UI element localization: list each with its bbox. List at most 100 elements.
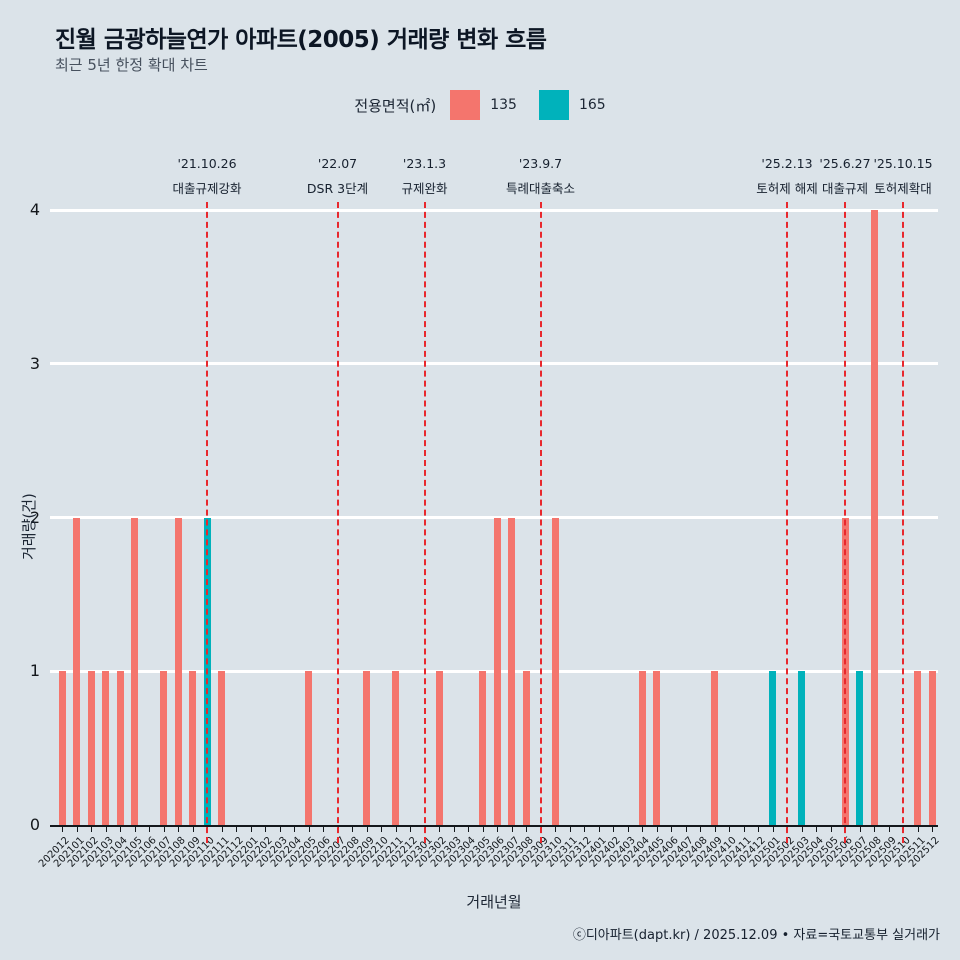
legend-title: 전용면적(㎡) (354, 96, 437, 115)
event-line-202510 (902, 202, 904, 843)
x-tick-202307 (511, 827, 513, 832)
x-tick-202208 (352, 827, 353, 832)
x-tick-202409 (714, 827, 716, 832)
bar-135-202107 (160, 671, 167, 825)
x-tick-202109 (192, 827, 194, 832)
bar-135-202307 (508, 517, 515, 825)
x-tick-202206 (323, 827, 324, 832)
bar-135-202511 (914, 671, 921, 825)
x-tick-202504 (816, 827, 817, 832)
event-date-202506: '25.6.27 (819, 156, 871, 171)
bar-135-202512 (928, 671, 936, 825)
x-tick-202202 (265, 827, 266, 832)
x-tick-202302 (439, 827, 440, 832)
bar-135-202405 (653, 671, 660, 825)
x-tick-202503 (801, 827, 803, 832)
event-date-202510: '25.10.15 (873, 156, 933, 171)
x-tick-202106 (149, 827, 150, 832)
x-tick-202512 (932, 827, 933, 832)
event-line-202502 (786, 202, 788, 843)
bar-165-202507 (856, 671, 863, 825)
bar-135-202012 (58, 671, 66, 825)
x-tick-202310 (555, 827, 556, 832)
x-tick-202209 (366, 827, 368, 832)
x-tick-202411 (743, 827, 745, 832)
bar-135-202108 (174, 517, 182, 825)
x-tick-202203 (279, 827, 281, 832)
bar-135-202205 (305, 671, 312, 825)
x-tick-202204 (294, 827, 295, 832)
legend-items: 135 165 (450, 90, 606, 120)
x-tick-202405 (656, 827, 658, 832)
x-tick-202505 (830, 827, 832, 832)
legend-value: 165 (578, 97, 606, 113)
event-date-202207: '22.07 (317, 156, 358, 171)
x-axis-title: 거래년월 (466, 893, 522, 911)
y-tick-label-4: 4 (29, 200, 40, 219)
bar-135-202211 (392, 671, 399, 825)
x-tick-202408 (700, 827, 701, 832)
x-tick-202101 (76, 827, 78, 832)
event-date-202110: '21.10.26 (177, 156, 237, 171)
footer-credit: ⓒ디아파트(dapt.kr) / 2025.12.09 • 자료=국토교통부 실… (572, 928, 940, 943)
event-date-202502: '25.2.13 (761, 156, 813, 171)
page-title: 진월 금광하늘연가 아파트(2005) 거래량 변화 흐름 (55, 27, 547, 53)
legend-swatch-165 (538, 90, 569, 120)
x-tick-202308 (526, 827, 527, 832)
x-tick-202509 (888, 827, 890, 832)
x-tick-202111 (221, 827, 223, 832)
x-tick-202304 (468, 827, 469, 832)
legend-value: 135 (490, 97, 517, 113)
gridline-y4 (50, 208, 938, 212)
y-axis-title: 거래량(건) (20, 493, 38, 560)
legend-item-135: 135 (450, 90, 517, 120)
event-label-202506: 대출규제 (821, 181, 869, 196)
x-tick-202402 (613, 827, 614, 832)
x-tick-202107 (163, 827, 165, 832)
x-tick-202112 (236, 827, 237, 832)
legend-item-165: 165 (538, 90, 606, 120)
bar-135-202209 (363, 671, 370, 825)
bar-135-202102 (87, 671, 95, 825)
event-label-202207: DSR 3단계 (306, 181, 369, 196)
bar-165-202503 (798, 671, 805, 825)
page-subtitle: 최근 5년 한정 확대 차트 (55, 56, 208, 74)
x-tick-202501 (772, 827, 774, 832)
bar-135-202105 (131, 517, 138, 825)
event-line-202506 (844, 202, 846, 843)
y-tick-label-3: 3 (29, 353, 40, 373)
bar-135-202101 (73, 517, 80, 825)
x-tick-202305 (482, 827, 484, 832)
x-tick-202404 (642, 827, 643, 832)
x-tick-202412 (758, 827, 759, 832)
x-tick-202105 (134, 827, 136, 832)
x-axis-line (50, 825, 938, 827)
x-tick-202401 (598, 827, 600, 832)
bar-135-202305 (479, 671, 486, 825)
x-tick-202102 (91, 827, 92, 832)
x-tick-202210 (381, 827, 382, 832)
event-date-202301: '23.1.3 (402, 156, 447, 171)
bar-135-202409 (711, 671, 718, 825)
bar-135-202308 (522, 671, 530, 825)
x-tick-202012 (62, 827, 63, 832)
x-tick-202303 (453, 827, 455, 832)
bar-135-202103 (102, 671, 109, 825)
x-tick-202201 (250, 827, 252, 832)
bar-165-202501 (769, 671, 776, 825)
event-label-202502: 토허제 해제 (756, 181, 818, 196)
x-tick-202312 (584, 827, 585, 832)
x-tick-202211 (395, 827, 397, 832)
event-label-202110: 대출규제강화 (172, 181, 242, 196)
event-line-202301 (423, 202, 426, 843)
x-tick-202407 (685, 827, 687, 832)
bar-135-202104 (116, 671, 124, 825)
event-label-202510: 토허제확대 (874, 181, 932, 196)
bar-135-202111 (218, 671, 225, 825)
x-tick-202306 (497, 827, 498, 832)
x-tick-202410 (729, 827, 730, 832)
bar-135-202109 (189, 671, 196, 825)
x-tick-202205 (308, 827, 310, 832)
event-line-202309 (539, 202, 542, 843)
x-tick-202511 (917, 827, 919, 832)
